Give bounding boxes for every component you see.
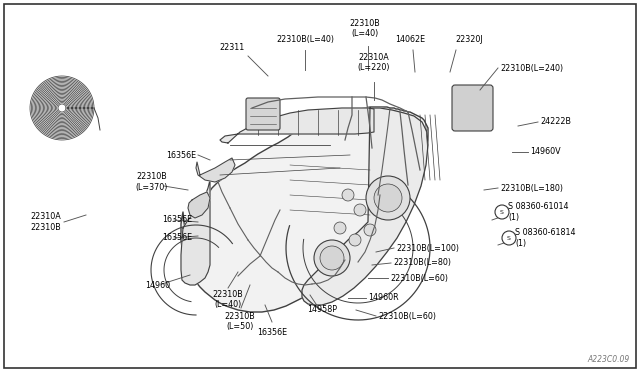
Text: 22310B(L=60): 22310B(L=60) (378, 311, 436, 321)
Text: 22310B
(L=50): 22310B (L=50) (225, 312, 255, 331)
Circle shape (495, 205, 509, 219)
Text: 14960V: 14960V (530, 148, 561, 157)
Text: S 08360-61814
(1): S 08360-61814 (1) (515, 228, 575, 247)
Text: 22310B(L=100): 22310B(L=100) (396, 244, 459, 253)
Polygon shape (196, 158, 235, 182)
FancyBboxPatch shape (452, 85, 493, 131)
FancyBboxPatch shape (246, 98, 280, 130)
Circle shape (502, 231, 516, 245)
Text: 22310B(L=80): 22310B(L=80) (393, 259, 451, 267)
Text: S 08360-61014
(1): S 08360-61014 (1) (508, 202, 568, 221)
Polygon shape (188, 192, 210, 218)
Circle shape (320, 246, 344, 270)
Circle shape (366, 176, 410, 220)
Text: 14062E: 14062E (395, 35, 425, 44)
Text: 22310A
22310B: 22310A 22310B (31, 212, 61, 231)
Text: 24222B: 24222B (540, 118, 571, 126)
Text: 22311: 22311 (220, 43, 245, 52)
Text: 14958P: 14958P (307, 305, 337, 314)
Text: 16356E: 16356E (166, 151, 196, 160)
Circle shape (334, 222, 346, 234)
Circle shape (349, 234, 361, 246)
Text: 14960R: 14960R (368, 294, 399, 302)
Polygon shape (181, 180, 210, 285)
Text: 14960: 14960 (145, 280, 171, 289)
Circle shape (342, 189, 354, 201)
Text: 16356E: 16356E (257, 328, 287, 337)
Text: 22310B(L=180): 22310B(L=180) (500, 183, 563, 192)
Circle shape (354, 204, 366, 216)
Text: 22310B(L=60): 22310B(L=60) (390, 273, 448, 282)
Text: 22310B(L=240): 22310B(L=240) (500, 64, 563, 73)
Text: S: S (500, 209, 504, 215)
Polygon shape (302, 108, 428, 305)
Text: 16356E: 16356E (162, 215, 192, 224)
Polygon shape (181, 107, 428, 312)
Text: 22310B(L=40): 22310B(L=40) (276, 35, 334, 44)
Text: 22310B
(L=370): 22310B (L=370) (136, 173, 168, 192)
Text: A223C0.09: A223C0.09 (588, 355, 630, 364)
Polygon shape (220, 108, 374, 143)
Text: S: S (507, 235, 511, 241)
Text: 22320J: 22320J (455, 35, 483, 44)
Circle shape (364, 224, 376, 236)
Text: 16356E: 16356E (162, 234, 192, 243)
Text: 22310A
(L=220): 22310A (L=220) (358, 53, 390, 72)
Text: 22310B
(L=40): 22310B (L=40) (212, 290, 243, 309)
Text: 22310B
(L=40): 22310B (L=40) (349, 19, 380, 38)
Circle shape (314, 240, 350, 276)
Circle shape (374, 184, 402, 212)
